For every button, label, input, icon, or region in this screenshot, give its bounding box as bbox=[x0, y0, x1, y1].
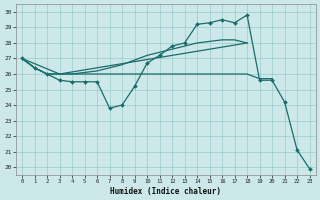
X-axis label: Humidex (Indice chaleur): Humidex (Indice chaleur) bbox=[110, 187, 221, 196]
